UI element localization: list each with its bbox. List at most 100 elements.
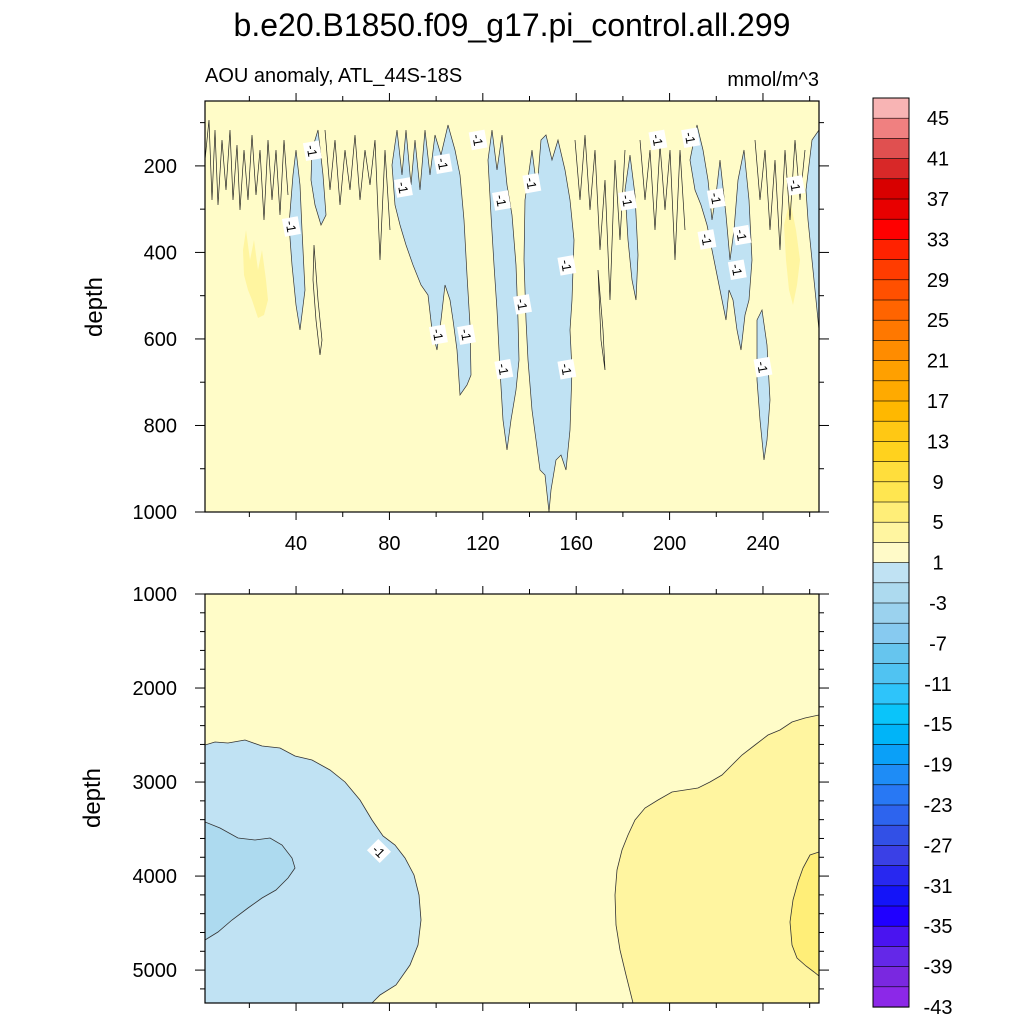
contour-label-box [457,324,476,345]
contour-label-text: -1 [698,233,715,247]
x-tick-label: 40 [285,533,307,555]
contour-label: -1 [727,259,747,280]
colorbar-swatch [872,744,910,766]
contour-label: -1 [366,838,392,864]
colorbar-swatch [872,178,910,200]
colorbar-label: -43 [924,997,953,1019]
contour-label-box [753,356,773,378]
colorbar: 45 41 37 33 29 25 21 17 13 9 5 1 -3 -7 -11 -15 -19 -23 -27… [872,97,953,1019]
contour-label: -1 [648,129,668,151]
contour-label-box [697,229,717,250]
lower-negative-region [205,739,422,1003]
colorbar-swatch [872,966,910,988]
contour-label-text: -1 [523,176,540,190]
colorbar-swatch [872,279,910,301]
y-tick-label: 5000 [133,960,178,982]
contour-label: -1 [302,140,322,162]
y-tick-label: 2000 [133,678,178,700]
contour-label: -1 [433,153,453,174]
contour-label-box [513,294,532,315]
contour-label-text: -1 [649,133,666,147]
upper-contour-labels: -1 -1 -1 -1 -1 -1 -1 -1 -1 -1 -1 -1 -1 -1 -1 -1 -1 -1 -1 -1… [281,127,806,380]
y-tick-label: 800 [144,415,177,437]
contour-label-text: -1 [495,362,512,376]
colorbar-label: 13 [927,431,949,453]
x-tick-label: 160 [560,533,593,555]
contour-label-box [732,224,752,246]
upper-plot-frame [204,100,820,513]
colorbar-swatch [872,764,910,786]
colorbar-swatch [872,683,910,705]
colorbar-label: -31 [924,876,953,898]
colorbar-label: -23 [924,795,953,817]
colorbar-swatch [872,299,910,321]
contour-label-box [706,188,726,209]
colorbar-swatch [872,602,910,624]
contour-label: -1 [681,127,701,149]
colorbar-swatch [872,360,910,382]
contour-label: -1 [492,190,511,211]
colorbar-swatch [872,461,910,483]
contour-label-box [492,190,511,211]
lower-panel: 1000 2000 3000 4000 5000 -1 depth [79,584,829,1011]
contour-label-text: -1 [707,191,724,205]
upper-deep-contour [597,269,606,371]
contour-label-box [302,140,322,162]
colorbar-swatch [872,521,910,544]
colorbar-swatch [872,218,910,240]
colorbar-swatch [872,925,910,948]
colorbar-label: -35 [924,916,953,938]
colorbar-swatch [872,986,910,1008]
contour-label-text: -1 [787,178,804,192]
contour-label: -1 [732,224,752,246]
contour-label: -1 [697,229,717,250]
x-tick-label: 120 [466,533,499,555]
colorbar-swatch [872,663,910,685]
y-tick-label: 4000 [133,866,178,888]
lower-plot-frame [204,593,820,1004]
colorbar-swatch [872,138,910,160]
contour-label-text: -1 [434,157,451,171]
contour-label-box [393,177,413,198]
contour-label-box [366,838,392,864]
y-tick-label: 1000 [133,584,178,606]
contour-label-box [727,259,747,280]
contour-label-text: -1 [754,360,771,374]
colorbar-swatch [872,622,910,645]
colorbar-swatch [872,481,910,503]
x-tick-label: 240 [746,533,779,555]
upper-negative-region [288,149,306,331]
contour-label-text: -1 [682,131,699,145]
contour-label-text: -1 [733,228,750,242]
lower-plot-area [205,594,819,1003]
colorbar-label: 17 [927,391,949,413]
colorbar-label: -27 [924,835,953,857]
contour-label: -1 [557,255,577,276]
upper-positive-region [784,200,800,305]
lower-contour-labels: -1 [366,838,392,864]
colorbar-label: 1 [932,553,943,575]
y-tick-label: 600 [144,329,177,351]
contour-label-text: -1 [558,258,575,272]
contour-label: -1 [753,356,773,378]
colorbar-swatch [872,703,910,725]
contour-label: -1 [494,358,514,380]
contour-label: -1 [429,324,448,345]
lower-positive-region [614,714,819,1003]
upper-negative-region [805,129,819,331]
colorbar-swatch [872,723,910,746]
colorbar-swatch [872,542,910,564]
colorbar-swatch [872,865,910,887]
upper-plot-area [205,101,819,512]
contour-label: -1 [522,172,542,194]
colorbar-swatch [872,420,910,443]
contour-label-text: -1 [728,263,745,277]
subtitle-left: AOU anomaly, ATL_44S-18S [205,65,462,87]
colorbar-swatch [872,946,910,968]
y-tick-label: 1000 [133,502,178,524]
upper-negative-region [756,308,771,461]
lower-y-axis-label: depth [79,768,106,828]
colorbar-swatch [872,319,910,342]
